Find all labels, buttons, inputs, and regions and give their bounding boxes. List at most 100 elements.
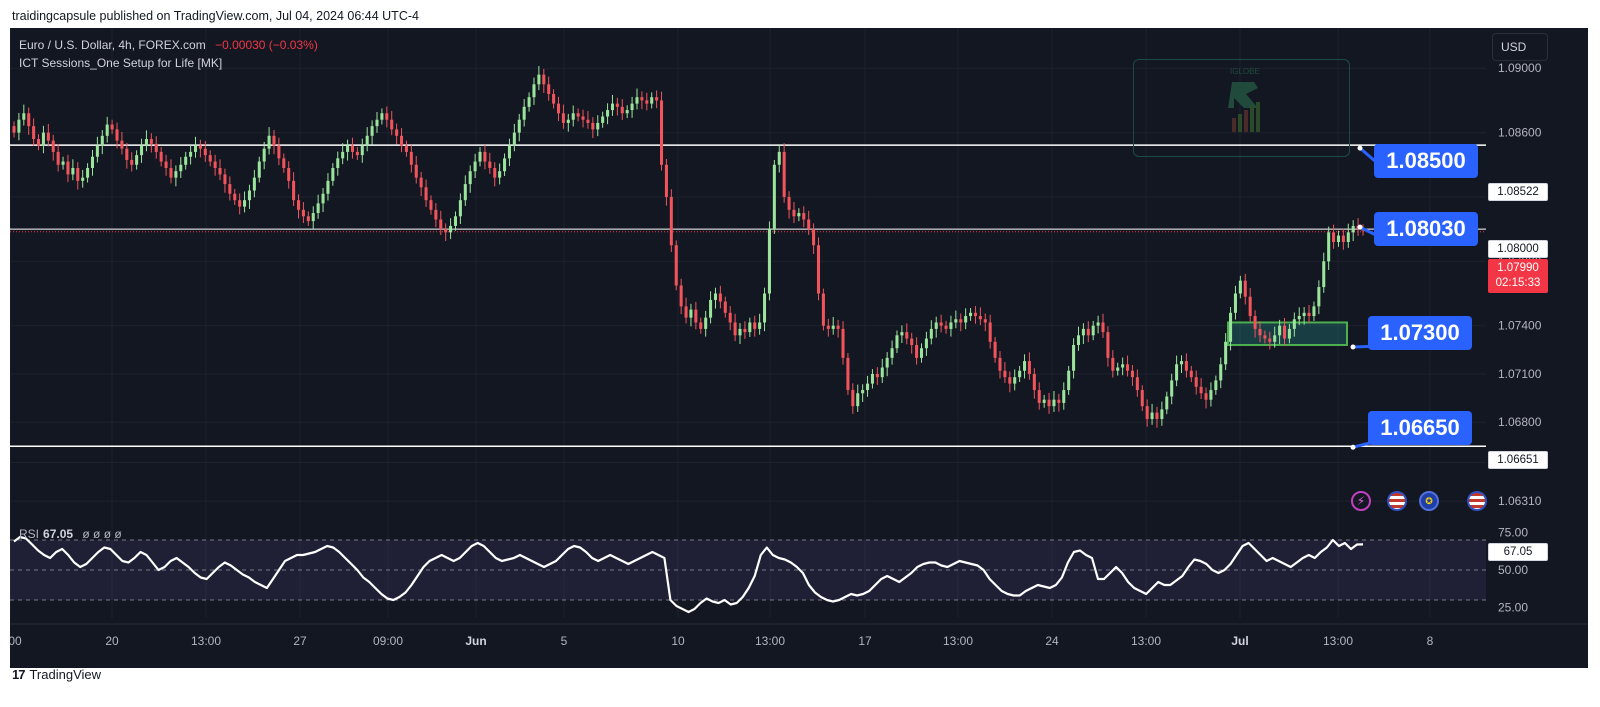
- candle-body: [709, 299, 713, 318]
- candle-body: [282, 158, 286, 168]
- candle-body: [1263, 335, 1267, 339]
- bar-countdown: 02:15:33: [1495, 277, 1541, 289]
- candle-body: [213, 161, 217, 168]
- candle-body: [1336, 235, 1340, 243]
- candle-body: [919, 348, 924, 358]
- x-tick-label: Jul: [1231, 634, 1248, 648]
- callout-anchor: [1350, 344, 1356, 350]
- candle-body: [1238, 280, 1242, 294]
- candle-body: [267, 135, 271, 149]
- rsi-legend[interactable]: RSI 67.05 ø ø ø ø: [19, 527, 122, 541]
- candle-body: [404, 145, 408, 152]
- candle-body: [292, 180, 296, 201]
- candle-body: [537, 74, 541, 85]
- candle-body: [836, 325, 840, 329]
- candle-body: [748, 322, 752, 333]
- rsi-value-tag: 67.05: [1488, 543, 1548, 561]
- candle-body: [645, 100, 649, 104]
- candle-body: [659, 100, 664, 165]
- candle-body: [596, 122, 600, 130]
- chart-canvas[interactable]: 1.090001.086001.082001.078001.074001.071…: [10, 28, 1588, 668]
- candle-body: [890, 348, 894, 358]
- candle-body: [743, 328, 747, 333]
- candle-body: [733, 322, 737, 336]
- us-flag-icon[interactable]: [1387, 491, 1407, 511]
- candle-body: [395, 129, 399, 136]
- x-tick-label: 13:00: [1131, 634, 1161, 648]
- x-tick-label: 24: [1045, 634, 1059, 648]
- eu-flag-icon[interactable]: ✪: [1419, 491, 1439, 511]
- rsi-tick-label: 25.00: [1498, 601, 1528, 615]
- y-tick-label: 1.08600: [1498, 126, 1542, 140]
- candle-body: [895, 335, 899, 349]
- demand-zone: [1227, 321, 1348, 346]
- candle-body: [1106, 332, 1110, 358]
- candle-body: [1018, 370, 1022, 378]
- candle-body: [758, 322, 762, 329]
- candle-body: [1130, 370, 1134, 378]
- candle-body: [1351, 225, 1355, 233]
- x-tick-label: 13:00: [755, 634, 785, 648]
- candle-body: [1224, 341, 1228, 365]
- chart-frame[interactable]: 1.090001.086001.082001.078001.074001.071…: [10, 28, 1588, 668]
- candle-body: [51, 140, 55, 152]
- candle-body: [37, 139, 41, 146]
- candle-body: [929, 328, 933, 339]
- candle-body: [1273, 335, 1277, 342]
- candle-body: [56, 151, 60, 165]
- candle-body: [802, 213, 806, 220]
- candle-body: [601, 116, 605, 123]
- candle-body: [66, 161, 70, 175]
- candle-body: [164, 161, 168, 168]
- lightning-event-icon[interactable]: ⚡: [1351, 491, 1371, 511]
- callout-anchor: [1357, 224, 1363, 230]
- candle-body: [296, 200, 301, 210]
- x-tick-label: 13:00: [1323, 634, 1353, 648]
- candle-body: [1268, 338, 1272, 342]
- candle-body: [792, 209, 796, 217]
- y-tick-label: 1.09000: [1498, 61, 1542, 75]
- candle-body: [1229, 312, 1233, 342]
- candle-body: [1145, 406, 1149, 420]
- candle-body: [17, 119, 21, 133]
- indicator-legend[interactable]: ICT Sessions_One Setup for Life [MK]: [19, 56, 223, 70]
- candle-body: [973, 312, 977, 317]
- candle-body: [434, 209, 438, 220]
- candle-body: [429, 200, 433, 210]
- x-tick-label: 5: [561, 634, 568, 648]
- currency-button[interactable]: USD: [1492, 33, 1548, 61]
- candle-body: [154, 143, 158, 152]
- candle-body: [159, 151, 163, 162]
- candle-body: [782, 151, 786, 197]
- candle-body: [738, 328, 742, 336]
- candle-body: [630, 103, 634, 111]
- candle-body: [1047, 399, 1051, 407]
- candle-body: [704, 317, 708, 329]
- candle-body: [1292, 319, 1296, 329]
- candle-body: [208, 155, 212, 162]
- candle-body: [586, 119, 590, 123]
- candle-body: [1042, 399, 1046, 403]
- candle-body: [964, 316, 968, 323]
- footer-brand[interactable]: 17 TradingView: [12, 667, 101, 682]
- candle-body: [439, 219, 443, 230]
- candle-body: [954, 319, 958, 323]
- candle-body: [812, 229, 816, 246]
- us-flag-icon[interactable]: [1467, 491, 1487, 511]
- candle-body: [1067, 370, 1071, 391]
- candle-body: [547, 84, 551, 94]
- x-tick-label: 3:00: [10, 634, 22, 648]
- candle-body: [679, 285, 683, 307]
- candle-body: [409, 151, 413, 165]
- candle-body: [1233, 293, 1237, 313]
- candle-body: [939, 322, 943, 326]
- candle-body: [1111, 357, 1115, 371]
- candle-body: [718, 293, 722, 302]
- level-tag-1-08000: 1.08000: [1488, 240, 1548, 258]
- candle-body: [350, 145, 354, 152]
- candle-body: [566, 119, 570, 123]
- candle-body: [905, 332, 909, 339]
- candle-body: [1062, 390, 1066, 403]
- candle-body: [591, 122, 595, 130]
- symbol-legend[interactable]: Euro / U.S. Dollar, 4h, FOREX.com −0.000…: [19, 38, 318, 52]
